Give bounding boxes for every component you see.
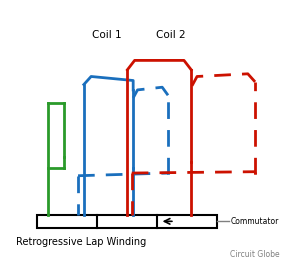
Text: Circuit Globe: Circuit Globe (230, 250, 280, 259)
Text: Commutator: Commutator (230, 217, 279, 226)
Text: Coil 2: Coil 2 (156, 30, 186, 40)
FancyBboxPatch shape (38, 215, 217, 228)
Text: Retrogressive Lap Winding: Retrogressive Lap Winding (16, 237, 146, 247)
Text: Coil 1: Coil 1 (92, 30, 122, 40)
